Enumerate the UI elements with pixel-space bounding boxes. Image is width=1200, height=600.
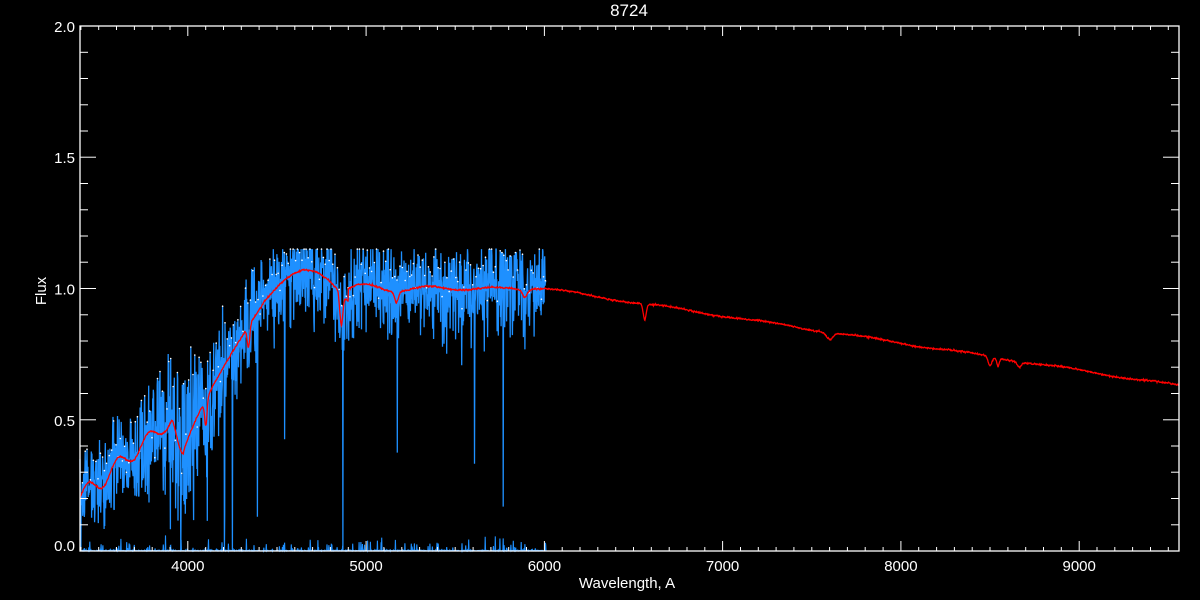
svg-text:9000: 9000 [1063,558,1096,575]
svg-text:4000: 4000 [171,558,204,575]
svg-text:7000: 7000 [706,558,739,575]
svg-text:5000: 5000 [349,558,382,575]
svg-text:8724: 8724 [610,1,648,20]
svg-text:0.5: 0.5 [54,413,75,430]
svg-text:Wavelength, A: Wavelength, A [579,575,675,592]
svg-text:6000: 6000 [528,558,561,575]
svg-text:2.0: 2.0 [54,19,75,36]
svg-text:8000: 8000 [884,558,917,575]
svg-text:1.0: 1.0 [54,282,75,299]
svg-text:Flux: Flux [33,276,50,305]
svg-text:0.0: 0.0 [54,538,75,555]
svg-text:1.5: 1.5 [54,150,75,167]
